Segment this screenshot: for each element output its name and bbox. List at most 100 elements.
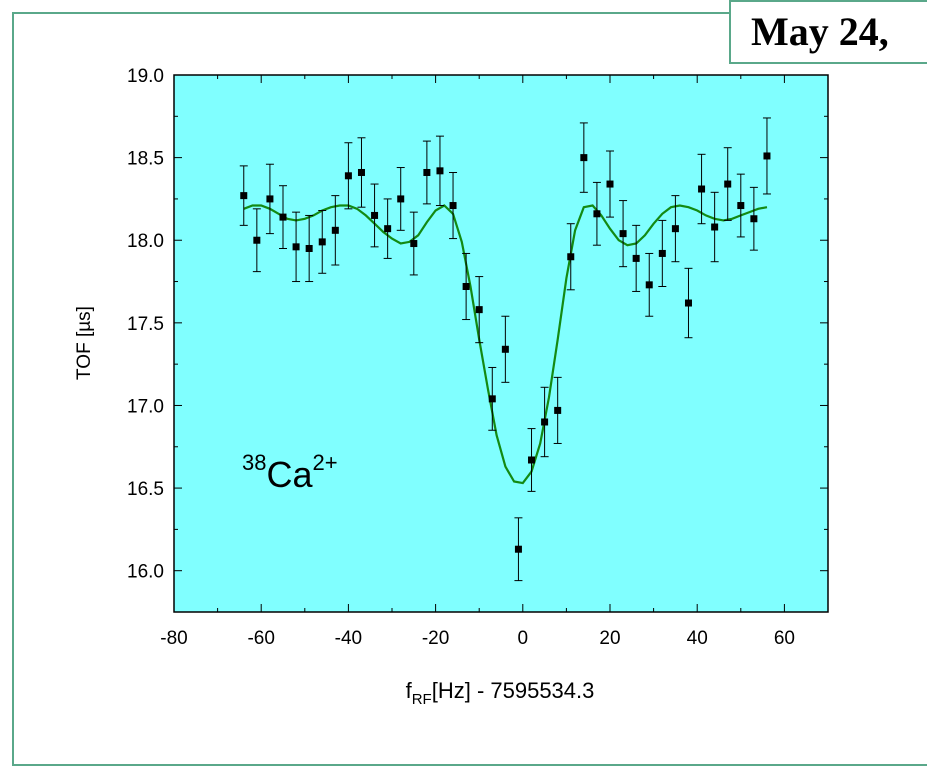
data-point [318,209,327,274]
point-marker [292,243,300,251]
point-marker [331,226,339,234]
point-marker [357,168,365,176]
point-marker [580,154,588,162]
data-point [357,137,366,208]
point-marker [671,225,679,233]
point-marker [645,281,653,289]
point-marker [514,545,522,553]
point-marker [279,213,287,221]
point-marker [488,395,496,403]
data-point [305,214,314,283]
data-point [370,183,379,248]
y-tick-label: 18.5 [127,149,164,170]
data-point [736,173,745,238]
isotope-charge: 2+ [313,450,338,475]
data-point [462,252,471,321]
isotope-element: Ca [266,454,313,495]
data-point [632,224,641,292]
data-point [566,223,575,291]
x-tick-label: 0 [518,628,529,649]
data-point [435,135,444,207]
data-point [292,211,301,283]
point-marker [475,306,483,314]
point-marker [698,185,706,193]
point-marker [371,211,379,219]
data-point [684,267,693,339]
data-point [553,376,562,444]
data-point [239,165,248,226]
data-point [592,181,601,246]
data-point [710,191,719,263]
isotope-mass-number: 38 [242,450,266,475]
data-point [619,200,628,268]
fit-curve-layer [243,204,768,485]
data-point [762,117,771,195]
data-point [527,428,536,492]
point-marker [253,236,261,244]
point-marker [344,172,352,180]
slide-border [12,12,927,766]
axes-layer: -80 -60 -40 -20 0 20 40 60 16.0 16.5 17.0 17.5 18.0 1… [127,66,829,649]
point-marker [750,215,758,223]
data-points-layer [239,117,771,582]
x-axis-label-subscript: RF [412,691,432,708]
x-tick-label: -20 [422,628,449,649]
data-point [396,167,405,231]
point-marker [449,202,457,210]
data-point [475,276,484,344]
data-point [265,163,274,235]
point-marker [384,225,392,233]
point-marker [397,195,405,203]
point-marker [606,180,614,188]
point-marker [436,167,444,175]
x-axis-label-rest: [Hz] - 7595534.3 [432,678,595,703]
point-marker [763,152,771,160]
point-marker [724,180,732,188]
point-marker [318,238,326,246]
x-axis-label: fRF[Hz] - 7595534.3 [406,678,595,708]
x-tick-label: -60 [247,628,274,649]
data-point [579,122,588,193]
point-marker [305,244,313,252]
data-point [279,185,287,249]
y-tick-label: 17.5 [127,314,164,335]
data-point [252,208,261,273]
x-tick-label: 20 [599,628,620,649]
data-point [723,147,732,221]
x-tick-label: -80 [160,628,187,649]
x-tick-label: 60 [774,628,795,649]
point-marker [462,282,470,290]
point-marker [567,253,575,261]
data-point [488,366,497,431]
y-tick-label: 17.0 [127,396,164,417]
point-marker [240,192,248,200]
data-point [540,386,549,458]
data-point [383,198,392,259]
x-axis-label-main: f [406,678,413,703]
data-point [697,153,706,225]
y-tick-label: 18.0 [127,231,164,252]
point-marker [593,210,601,218]
y-axis-label: TOF [µs] [74,306,95,380]
point-marker [501,345,509,353]
data-point [409,211,418,276]
data-point [344,142,353,210]
data-point [749,186,758,251]
point-marker [711,223,719,231]
y-tick-label: 16.0 [127,562,164,583]
data-point [514,517,523,582]
data-point [331,195,340,266]
date-title-box: May 24, [729,0,927,64]
point-marker [423,168,431,176]
data-point [606,150,614,218]
x-tick-label: 40 [687,628,708,649]
point-marker [554,406,562,414]
point-marker [541,418,549,426]
data-point [645,252,654,317]
data-point [449,171,458,240]
data-point [501,315,510,383]
point-marker [684,299,692,307]
point-marker [528,456,536,464]
